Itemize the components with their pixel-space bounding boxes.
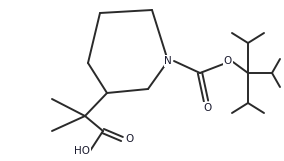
Text: N: N: [164, 56, 172, 66]
Text: HO: HO: [74, 146, 90, 156]
Text: O: O: [224, 56, 232, 66]
Text: O: O: [125, 134, 133, 144]
Text: O: O: [203, 103, 211, 113]
